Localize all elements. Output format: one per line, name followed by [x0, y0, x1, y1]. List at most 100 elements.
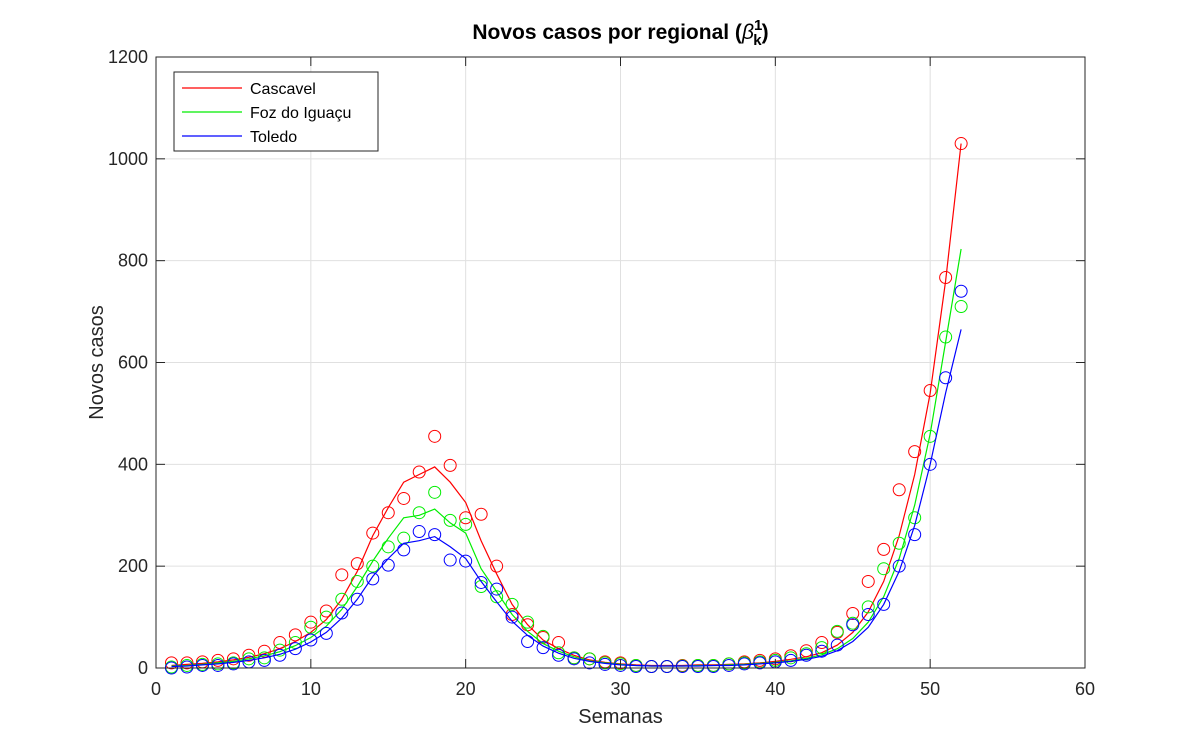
- data-point: [288, 628, 302, 642]
- data-point: [381, 506, 395, 520]
- data-point: [784, 653, 798, 667]
- data-point: [629, 659, 643, 673]
- data-point: [660, 659, 674, 673]
- x-tick-label: 20: [456, 679, 476, 699]
- data-point: [799, 648, 813, 662]
- legend: Cascavel Foz do Iguaçu Toledo: [173, 71, 379, 152]
- data-point: [319, 610, 333, 624]
- data-point: [381, 558, 395, 572]
- data-point: [288, 642, 302, 656]
- data-point: [521, 615, 535, 629]
- data-point: [830, 624, 844, 638]
- data-point: [490, 559, 504, 573]
- data-point: [923, 384, 937, 398]
- data-point: [861, 608, 875, 622]
- data-point: [954, 284, 968, 298]
- legend-label: Foz do Iguaçu: [250, 105, 351, 122]
- data-point: [846, 607, 860, 621]
- data-point: [567, 652, 581, 666]
- data-point: [505, 597, 519, 611]
- data-point: [722, 658, 736, 672]
- title-superscript: 1: [754, 17, 762, 34]
- x-tick-label: 10: [301, 679, 321, 699]
- y-tick-label: 0: [138, 658, 148, 678]
- x-tick-label: 60: [1075, 679, 1095, 699]
- data-point: [459, 511, 473, 525]
- data-point: [397, 543, 411, 557]
- data-point: [366, 559, 380, 573]
- data-point: [877, 562, 891, 576]
- data-point: [273, 636, 287, 650]
- data-point: [474, 507, 488, 521]
- data-point: [304, 620, 318, 634]
- data-point: [319, 604, 333, 618]
- data-point: [211, 653, 225, 667]
- data-point: [412, 506, 426, 520]
- data-point: [211, 658, 225, 672]
- data-point: [397, 491, 411, 505]
- data-point: [242, 648, 256, 662]
- data-point: [861, 600, 875, 614]
- data-point: [552, 636, 566, 650]
- data-point: [753, 656, 767, 670]
- data-point: [164, 656, 178, 670]
- data-point: [830, 638, 844, 652]
- y-tick-label: 400: [118, 454, 148, 474]
- data-point: [273, 648, 287, 662]
- data-point: [428, 485, 442, 499]
- x-tick-label: 50: [920, 679, 940, 699]
- legend-label: Toledo: [250, 129, 297, 146]
- data-point: [443, 513, 457, 527]
- data-point: [521, 635, 535, 649]
- series-layer: [164, 137, 968, 675]
- data-point: [304, 615, 318, 629]
- series-line: [171, 329, 962, 668]
- data-point: [257, 651, 271, 665]
- series-toledo: [164, 284, 968, 675]
- x-tick-label: 0: [151, 679, 161, 699]
- data-point: [908, 528, 922, 542]
- data-point: [412, 465, 426, 479]
- y-tick-label: 200: [118, 556, 148, 576]
- data-point: [536, 629, 550, 643]
- data-point: [861, 574, 875, 588]
- data-point: [939, 371, 953, 385]
- data-point: [428, 429, 442, 443]
- data-point: [784, 651, 798, 665]
- y-tick-label: 1000: [108, 149, 148, 169]
- data-point: [908, 445, 922, 459]
- data-point: [799, 644, 813, 658]
- data-point: [180, 660, 194, 674]
- data-point: [443, 458, 457, 472]
- y-tick-label: 800: [118, 251, 148, 271]
- data-point: [691, 659, 705, 673]
- y-tick-label: 600: [118, 353, 148, 373]
- data-point: [939, 270, 953, 284]
- data-point: [892, 536, 906, 550]
- data-point: [288, 636, 302, 650]
- data-point: [877, 597, 891, 611]
- data-point: [583, 656, 597, 670]
- title-text: Novos casos por regional (: [472, 21, 742, 44]
- data-point: [226, 652, 240, 666]
- data-point: [381, 540, 395, 554]
- data-point: [815, 636, 829, 650]
- data-point: [412, 525, 426, 539]
- data-point: [350, 592, 364, 606]
- legend-label: Cascavel: [250, 81, 316, 98]
- y-tick-label: 1200: [108, 47, 148, 67]
- data-point: [706, 659, 720, 673]
- data-point: [474, 575, 488, 589]
- data-point: [737, 657, 751, 671]
- data-point: [350, 557, 364, 571]
- data-point: [366, 526, 380, 540]
- y-axis-label: Novos casos: [86, 305, 108, 420]
- series-line: [171, 248, 962, 667]
- data-point: [939, 330, 953, 344]
- series-foz-do-igua-u: [164, 248, 968, 674]
- title-end: ): [762, 21, 769, 44]
- data-point: [892, 559, 906, 573]
- data-point: [335, 606, 349, 620]
- data-point: [304, 633, 318, 647]
